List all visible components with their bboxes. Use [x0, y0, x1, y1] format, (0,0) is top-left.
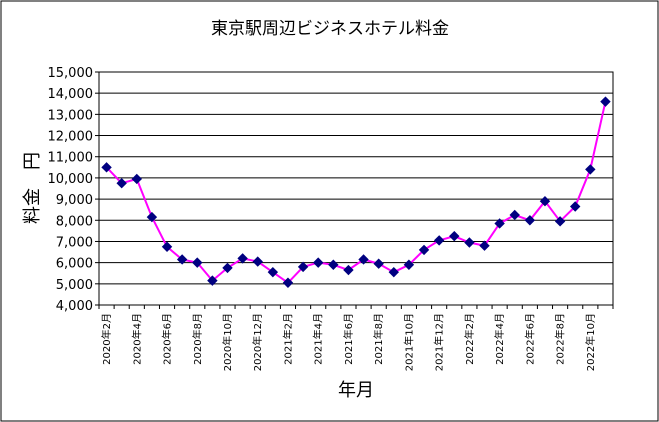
data-point [464, 237, 475, 248]
data-point [297, 261, 309, 273]
data-point [267, 266, 279, 278]
x-axis-title: 年月 [338, 380, 374, 401]
x-tick-label: 2021年6月 [342, 313, 355, 365]
data-point [176, 254, 188, 265]
data-point [433, 235, 445, 246]
data-point [509, 209, 520, 221]
x-tick-label: 2020年10月 [221, 313, 234, 371]
chart-title: 東京駅周辺ビジネスホテル料金 [211, 19, 449, 39]
data-point [222, 262, 233, 274]
data-point [524, 215, 536, 226]
data-point [343, 264, 354, 276]
x-tick-label: 2020年6月 [161, 313, 174, 365]
data-point [161, 241, 173, 252]
x-tick-label: 2022年10月 [584, 313, 597, 371]
data-point [207, 275, 218, 286]
data-point [312, 257, 324, 268]
x-tick-label: 2022年6月 [523, 313, 536, 365]
x-tick-label: 2020年2月 [100, 313, 113, 365]
data-point [388, 266, 400, 278]
marker-layer [101, 96, 611, 288]
y-tick-label: 6,000 [56, 257, 93, 272]
y-axis-ticks: 4,000 5,000 6,000 7,000 8,000 9,000 10,000 11,0… [48, 66, 99, 314]
data-point [494, 218, 505, 229]
data-point [569, 201, 581, 212]
data-point [282, 277, 294, 288]
y-axis-title: 料金 円 [22, 152, 43, 224]
y-tick-label: 13,000 [48, 108, 94, 123]
y-tick-label: 15,000 [48, 66, 94, 81]
data-point [539, 196, 551, 207]
x-tick-label: 2020年8月 [191, 313, 204, 365]
data-point [600, 96, 611, 107]
y-tick-label: 14,000 [48, 87, 94, 102]
data-point [192, 257, 203, 268]
plot-area [98, 71, 614, 306]
x-tick-label: 2021年2月 [281, 313, 294, 365]
x-tick-label: 2021年12月 [433, 313, 446, 371]
data-point [237, 253, 248, 264]
x-tick-label: 2022年4月 [493, 313, 506, 365]
y-tick-label: 5,000 [56, 278, 93, 293]
data-point [554, 216, 566, 227]
data-point [479, 240, 490, 251]
data-point [116, 177, 127, 189]
data-point [418, 244, 430, 256]
y-tick-label: 7,000 [56, 235, 93, 250]
x-tick-label: 2021年8月 [372, 313, 385, 365]
x-tick-label: 2020年12月 [251, 313, 264, 371]
data-point [252, 256, 263, 267]
x-tick-label: 2021年10月 [402, 313, 415, 371]
series-line [105, 101, 607, 285]
data-point [358, 254, 369, 265]
data-point [131, 173, 143, 185]
data-point [101, 162, 112, 173]
x-tick-label: 2022年2月 [463, 313, 476, 365]
y-tick-label: 11,000 [48, 151, 94, 166]
data-point [449, 230, 460, 242]
y-tick-label: 12,000 [48, 130, 94, 145]
data-point [585, 164, 596, 175]
grid-layer [99, 92, 613, 285]
y-tick-label: 10,000 [48, 172, 94, 187]
data-point [328, 259, 339, 270]
data-point [403, 259, 415, 270]
data-point [146, 211, 158, 223]
x-tick-label: 2020年4月 [130, 313, 143, 365]
y-tick-label: 4,000 [56, 299, 93, 314]
data-point [373, 258, 384, 269]
x-tick-label: 2022年8月 [554, 313, 567, 365]
x-tick-label: 2021年4月 [312, 313, 325, 365]
x-axis-ticks: 2020年2月 2020年4月 2020年6月 2020年8月 2020年10月 2020… [98, 305, 614, 371]
y-tick-label: 8,000 [56, 214, 93, 229]
y-tick-label: 9,000 [56, 193, 93, 208]
